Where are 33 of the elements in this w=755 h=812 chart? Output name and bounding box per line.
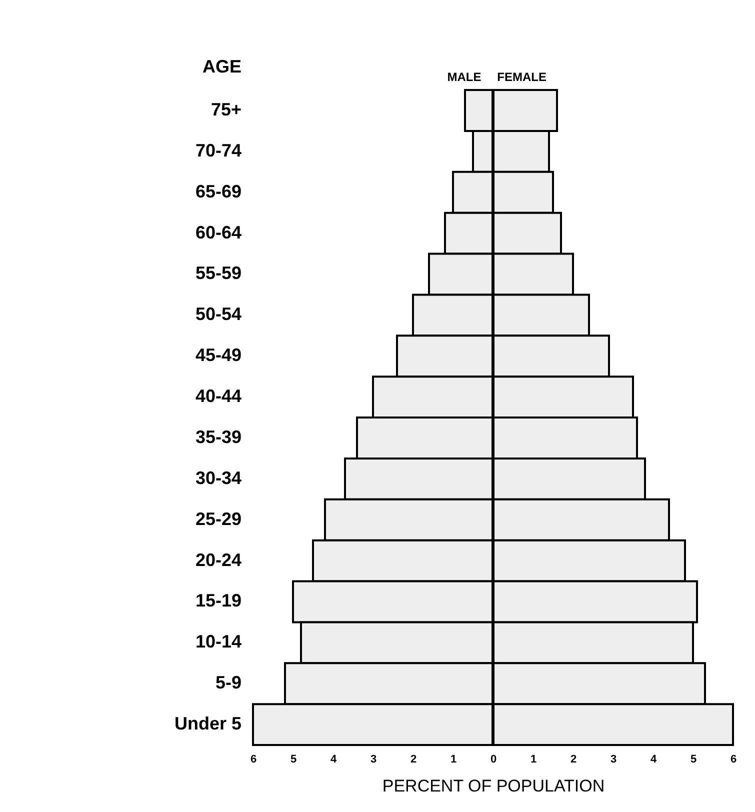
y-axis-title: AGE (202, 56, 242, 76)
series-label: MALE (447, 70, 482, 84)
y-tick-label: 15-19 (195, 590, 242, 611)
x-tick-label: 4 (650, 754, 658, 766)
y-tick-label: 25-29 (195, 508, 242, 529)
x-tick-label: 1 (530, 754, 537, 766)
y-tick-label: Under 5 (174, 714, 242, 734)
x-tick-label: 1 (450, 754, 457, 766)
x-tick-label: 6 (730, 754, 737, 766)
x-tick-label: 2 (570, 754, 577, 766)
x-axis-title: PERCENT OF POPULATION (382, 776, 605, 796)
x-tick-label: 6 (250, 754, 257, 766)
x-tick-label: 2 (410, 754, 417, 766)
y-tick-label: 10-14 (195, 632, 242, 652)
y-tick-label: 75+ (210, 99, 242, 120)
y-tick-label: 20-24 (195, 550, 242, 570)
x-tick-label: 5 (690, 754, 697, 766)
y-tick-label: 60-64 (195, 222, 242, 242)
x-tick-label: 3 (610, 754, 617, 766)
x-tick-label: 3 (370, 754, 377, 766)
x-tick-label: 5 (290, 754, 297, 766)
y-tick-label: 30-34 (195, 468, 242, 488)
x-tick-label: 4 (330, 754, 338, 766)
y-tick-label: 55-59 (195, 263, 242, 284)
y-tick-label: 40-44 (195, 386, 242, 406)
series-label: FEMALE (497, 70, 546, 84)
y-tick-label: 45-49 (195, 345, 242, 366)
y-tick-label: 70-74 (195, 140, 242, 160)
y-tick-label: 50-54 (195, 304, 242, 324)
y-tick-label: 65-69 (195, 181, 242, 202)
y-tick-label: 35-39 (195, 426, 242, 447)
x-tick-label: 0 (490, 754, 497, 766)
y-tick-label: 5-9 (215, 672, 242, 693)
